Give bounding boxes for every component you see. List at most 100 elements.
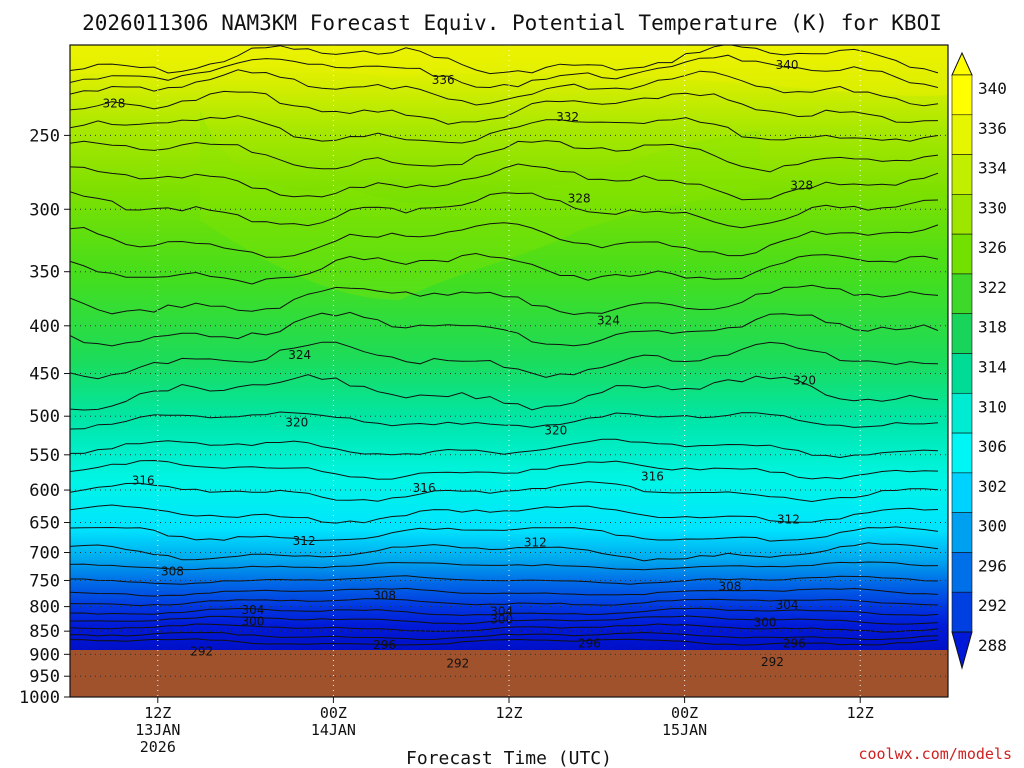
colorbar-label: 330 — [978, 198, 1007, 217]
contour-line — [70, 459, 939, 480]
contour-label: 304 — [490, 605, 513, 619]
contour-line — [70, 115, 939, 144]
y-tick-label: 550 — [29, 446, 60, 466]
x-tick-label: 13JAN — [135, 721, 180, 739]
contour-line — [70, 598, 939, 607]
x-tick-label: 00Z — [671, 704, 698, 722]
colorbar-label: 296 — [978, 556, 1007, 575]
contour-line — [70, 252, 939, 285]
contour-label: 336 — [432, 73, 455, 87]
contour-label: 320 — [793, 374, 816, 388]
y-axis: 250 300 350 400 450 500 550 600 650 700 750 800 850 9… — [19, 126, 70, 708]
contour-label: 300 — [241, 615, 264, 629]
contour-label: 320 — [285, 416, 308, 430]
y-tick-label: 800 — [29, 598, 60, 618]
colorbar-label: 302 — [978, 477, 1007, 496]
contour-label: 300 — [490, 613, 513, 627]
contour-line — [70, 638, 939, 646]
y-tick-label: 850 — [29, 622, 60, 642]
x-tick-label: 15JAN — [662, 721, 707, 739]
contour-line — [70, 542, 939, 562]
x-tick-label: 2026 — [140, 738, 176, 756]
contour-label: 296 — [783, 636, 806, 650]
contour-line — [70, 526, 939, 542]
y-tick-label: 300 — [29, 200, 60, 220]
contour-label: 328 — [568, 191, 591, 205]
colorbar-label: 288 — [978, 636, 1007, 655]
contour-label: 320 — [544, 424, 567, 438]
contour-label: 340 — [776, 58, 799, 72]
contour-line — [70, 374, 939, 411]
contour-label: 300 — [754, 615, 777, 629]
colorbar-label: 334 — [978, 159, 1007, 178]
contour-labels: 340 336 328 332 328 328 324 324 320 320 320 316 316 3… — [102, 58, 816, 671]
contour-line — [70, 140, 939, 173]
contour-line — [70, 615, 939, 625]
colorbar-label: 292 — [978, 596, 1007, 615]
contour-label: 316 — [641, 469, 664, 483]
gridlines — [70, 45, 948, 698]
y-tick-label: 450 — [29, 365, 60, 385]
contour-label: 308 — [161, 565, 184, 579]
colorbar-segment — [951, 512, 973, 553]
contour-label: 304 — [241, 603, 264, 617]
x-axis-title: Forecast Time (UTC) — [406, 748, 612, 768]
colorbar-label: 326 — [978, 238, 1007, 257]
colorbar: 340 336 334 330 326 322 318 314 310 306 302 300 296 2… — [951, 51, 1007, 670]
colorbar-label: 322 — [978, 278, 1007, 297]
colorbar-segment — [951, 392, 973, 434]
colorbar-label: 340 — [978, 79, 1007, 98]
contour-label: 308 — [719, 579, 742, 593]
contour-line — [70, 311, 939, 347]
colorbar-label: 318 — [978, 318, 1007, 337]
contour-line — [70, 438, 939, 459]
contour-label: 312 — [777, 512, 800, 526]
contour-lines — [70, 45, 939, 646]
contour-line — [70, 561, 939, 571]
contour-line — [70, 69, 939, 107]
y-tick-label: 600 — [29, 481, 60, 501]
y-tick-label: 400 — [29, 317, 60, 337]
contour-line — [70, 45, 939, 75]
colorbar-segment — [951, 273, 973, 315]
y-tick-label: 650 — [29, 513, 60, 533]
contour-label: 292 — [190, 645, 213, 659]
colorbar-top-arrow — [951, 51, 973, 76]
contour-line — [70, 587, 939, 597]
ground-fill — [70, 650, 948, 697]
x-tick-label: 14JAN — [311, 721, 356, 739]
contour-label: 296 — [578, 636, 601, 650]
contour-line — [70, 504, 939, 524]
colorbar-segment — [951, 74, 973, 116]
contour-line — [70, 623, 939, 633]
contour-label: 292 — [761, 655, 784, 669]
contour-label: 308 — [373, 588, 396, 602]
colorbar-segment — [951, 552, 973, 593]
contour-line — [70, 163, 939, 201]
colorbar-segment — [951, 194, 973, 235]
y-tick-label: 750 — [29, 571, 60, 591]
colorbar-label: 310 — [978, 397, 1007, 416]
y-tick-label: 1000 — [19, 688, 60, 708]
credit-text: coolwx.com/models — [858, 745, 1012, 763]
contour-label: 324 — [288, 348, 311, 362]
colorbar-segment — [951, 154, 973, 195]
colorbar-label: 306 — [978, 437, 1007, 456]
contour-label: 292 — [446, 657, 469, 671]
colorbar-segment — [951, 353, 973, 394]
colorbar-label: 314 — [978, 358, 1007, 377]
contour-label: 324 — [597, 314, 620, 328]
contour-label: 328 — [790, 179, 813, 193]
colorbar-label: 300 — [978, 517, 1007, 536]
contour-line — [70, 575, 939, 585]
colorbar-segment — [951, 432, 973, 474]
contour-line — [70, 607, 939, 616]
field-region-trough — [200, 110, 760, 300]
contour-label: 312 — [293, 534, 316, 548]
contour-label: 312 — [524, 536, 547, 550]
contour-line — [70, 284, 939, 316]
x-tick-label: 12Z — [847, 704, 874, 722]
x-tick-label: 12Z — [495, 704, 522, 722]
